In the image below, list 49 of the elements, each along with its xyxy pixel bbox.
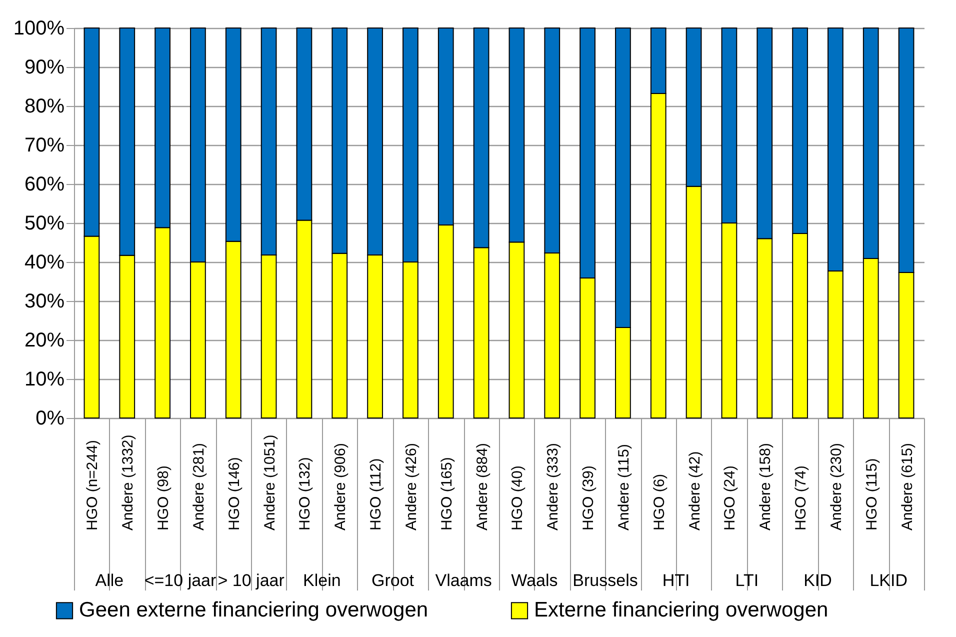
x-tick-label: Andere (158) (757, 442, 774, 530)
text: > 10 jaar (218, 571, 285, 590)
x-tick-label: HGO (132) (296, 457, 314, 530)
y-tick-label: 100% (13, 18, 65, 40)
x-tick-label: Andere (42) (686, 451, 704, 530)
x-tick-label: Andere (115) (615, 444, 632, 530)
text: LTI (735, 571, 759, 590)
x-tick-label: Andere (281) (190, 442, 208, 530)
x-tick-label: Andere (230) (828, 442, 845, 530)
y-tick-label: 0% (36, 408, 65, 430)
x-tick-label: HGO (115) (863, 458, 880, 530)
text: Brussels (572, 571, 638, 590)
x-tick-label: Andere (1332) (120, 434, 137, 530)
x-tick-label: Andere (333) (544, 442, 562, 530)
y-tick-label: 20% (24, 330, 65, 352)
y-tick-label: 30% (24, 290, 65, 312)
x-tick-label: HGO (165) (438, 457, 456, 530)
x-tick-label: Andere (884) (474, 442, 491, 530)
x-tick-label: HGO (6) (650, 474, 668, 530)
x-tick-label: Andere (1051) (261, 434, 278, 530)
x-tick-label: HGO (112) (368, 458, 385, 530)
x-tick-label: HGO (98) (155, 465, 172, 530)
text: HTI (662, 571, 690, 590)
x-tick-label: HGO (39) (580, 465, 598, 530)
text: Groot (371, 571, 414, 590)
x-tick-label: HGO (40) (509, 465, 526, 530)
y-tick-label: 90% (24, 56, 65, 78)
text: Waals (511, 571, 558, 590)
legend-label: Geen externe financiering overwogen (79, 598, 428, 622)
y-tick-label: 50% (24, 212, 65, 234)
text: Klein (303, 571, 341, 590)
x-tick-label: HGO (24) (722, 465, 739, 530)
y-tick-label: 60% (24, 174, 65, 196)
text: KID (804, 571, 832, 590)
text: <=10 jaar (144, 571, 216, 590)
legend-label: Externe financiering overwogen (534, 598, 828, 622)
x-tick-label: Andere (906) (332, 442, 350, 530)
y-tick-label: 10% (24, 368, 65, 390)
x-tick-label: Andere (615) (898, 442, 916, 530)
x-tick-label: HGO (74) (792, 465, 810, 530)
y-tick-label: 80% (24, 96, 65, 118)
x-tick-label: Andere (426) (402, 442, 420, 530)
y-tick-label: 70% (24, 134, 65, 156)
y-tick-label: 40% (24, 252, 65, 274)
x-tick-label: HGO (146) (226, 457, 243, 530)
text: Vlaams (435, 571, 492, 590)
text: LKID (870, 571, 908, 590)
x-tick-label: HGO (n=244) (84, 440, 102, 530)
text: Alle (95, 571, 124, 590)
